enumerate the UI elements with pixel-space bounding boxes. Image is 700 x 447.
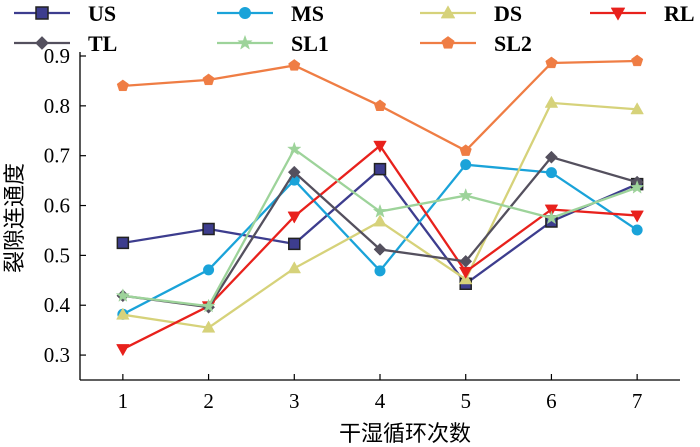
data-point-sl2 bbox=[202, 73, 215, 86]
x-tick-label: 5 bbox=[460, 389, 471, 413]
data-point-ds bbox=[544, 95, 559, 108]
legend-marker bbox=[441, 36, 455, 49]
data-point-sl2 bbox=[631, 54, 644, 67]
data-point-ds bbox=[287, 261, 302, 274]
series-line-ms bbox=[122, 163, 638, 316]
data-point-ds bbox=[116, 307, 130, 320]
legend-item-rl: RL bbox=[590, 1, 695, 26]
axes: 0.3 0.4 0.5 0.6 0.7 0.8 0.9 1 2 3 4 5 6 7 bbox=[44, 44, 680, 413]
legend-label: SL2 bbox=[494, 31, 532, 56]
legend-label: SL1 bbox=[291, 31, 329, 56]
x-tick-label: 6 bbox=[546, 389, 557, 413]
data-point-rl bbox=[373, 140, 387, 153]
legend-marker bbox=[239, 7, 251, 19]
data-point-sl1 bbox=[372, 203, 388, 218]
data-point-sl1 bbox=[458, 187, 473, 202]
data-point-tl bbox=[373, 242, 387, 256]
data-point-ms bbox=[203, 264, 215, 276]
legend-item-sl1: SL1 bbox=[217, 31, 329, 56]
legend-label: MS bbox=[291, 1, 324, 26]
y-tick-label: 0.4 bbox=[44, 293, 71, 317]
data-point-ms bbox=[631, 224, 643, 236]
legend-marker bbox=[35, 6, 49, 20]
data-point-sl1 bbox=[287, 141, 302, 156]
data-point-sl2 bbox=[459, 144, 472, 156]
legend-label: US bbox=[88, 1, 116, 26]
y-tick-label: 0.9 bbox=[44, 44, 70, 68]
x-tick-label: 1 bbox=[118, 389, 129, 413]
plot-area bbox=[115, 54, 645, 357]
data-point-tl bbox=[459, 254, 473, 268]
legend-item-ms: MS bbox=[217, 1, 324, 26]
x-axis-title: 干湿循环次数 bbox=[339, 422, 471, 447]
data-point-sl2 bbox=[116, 79, 129, 92]
series-ds bbox=[116, 95, 644, 333]
data-point-us bbox=[202, 222, 215, 236]
y-axis-title: 裂隙连通度 bbox=[3, 163, 28, 273]
data-point-rl bbox=[116, 344, 130, 357]
legend-marker bbox=[237, 34, 253, 50]
y-tick-label: 0.5 bbox=[44, 243, 70, 267]
x-tick-label: 7 bbox=[632, 389, 643, 413]
data-point-ms bbox=[545, 167, 557, 179]
data-point-ds bbox=[630, 102, 644, 115]
data-point-us bbox=[116, 236, 130, 250]
legend-item-us: US bbox=[14, 1, 116, 26]
x-tick-label: 4 bbox=[375, 389, 386, 413]
data-point-rl bbox=[287, 211, 302, 224]
data-point-ds bbox=[373, 214, 387, 227]
data-point-tl bbox=[545, 150, 558, 164]
data-point-sl1 bbox=[201, 298, 216, 313]
legend-marker bbox=[610, 7, 626, 21]
x-tick-label: 2 bbox=[203, 389, 214, 413]
data-point-rl bbox=[630, 210, 644, 223]
y-tick-label: 0.7 bbox=[44, 144, 70, 168]
data-point-sl2 bbox=[373, 99, 387, 111]
legend: US MS DS RL TL SL1 SL2 bbox=[14, 1, 695, 56]
legend-item-tl: TL bbox=[14, 31, 117, 56]
y-tick-label: 0.6 bbox=[44, 194, 70, 218]
legend-label: DS bbox=[494, 1, 522, 26]
legend-item-ds: DS bbox=[420, 1, 522, 26]
legend-label: RL bbox=[664, 1, 695, 26]
data-point-sl1 bbox=[115, 288, 131, 302]
legend-item-sl2: SL2 bbox=[420, 31, 532, 56]
legend-marker bbox=[35, 36, 49, 50]
legend-marker bbox=[440, 5, 456, 19]
data-point-sl1 bbox=[544, 210, 559, 225]
data-point-sl2 bbox=[545, 56, 558, 69]
x-tick-label: 3 bbox=[289, 389, 300, 413]
y-tick-label: 0.8 bbox=[44, 94, 70, 118]
legend-label: TL bbox=[88, 31, 117, 56]
data-point-us bbox=[373, 162, 387, 176]
series-ms bbox=[117, 159, 643, 320]
data-point-sl2 bbox=[288, 59, 301, 71]
data-point-us bbox=[288, 237, 301, 251]
data-point-ds bbox=[201, 320, 216, 333]
y-tick-label: 0.3 bbox=[44, 343, 70, 367]
data-point-ms bbox=[460, 159, 472, 171]
data-point-sl1 bbox=[629, 179, 645, 194]
data-point-ms bbox=[374, 265, 386, 277]
data-point-tl bbox=[287, 165, 301, 179]
series-sl2 bbox=[116, 54, 644, 156]
series-sl1 bbox=[115, 141, 645, 313]
